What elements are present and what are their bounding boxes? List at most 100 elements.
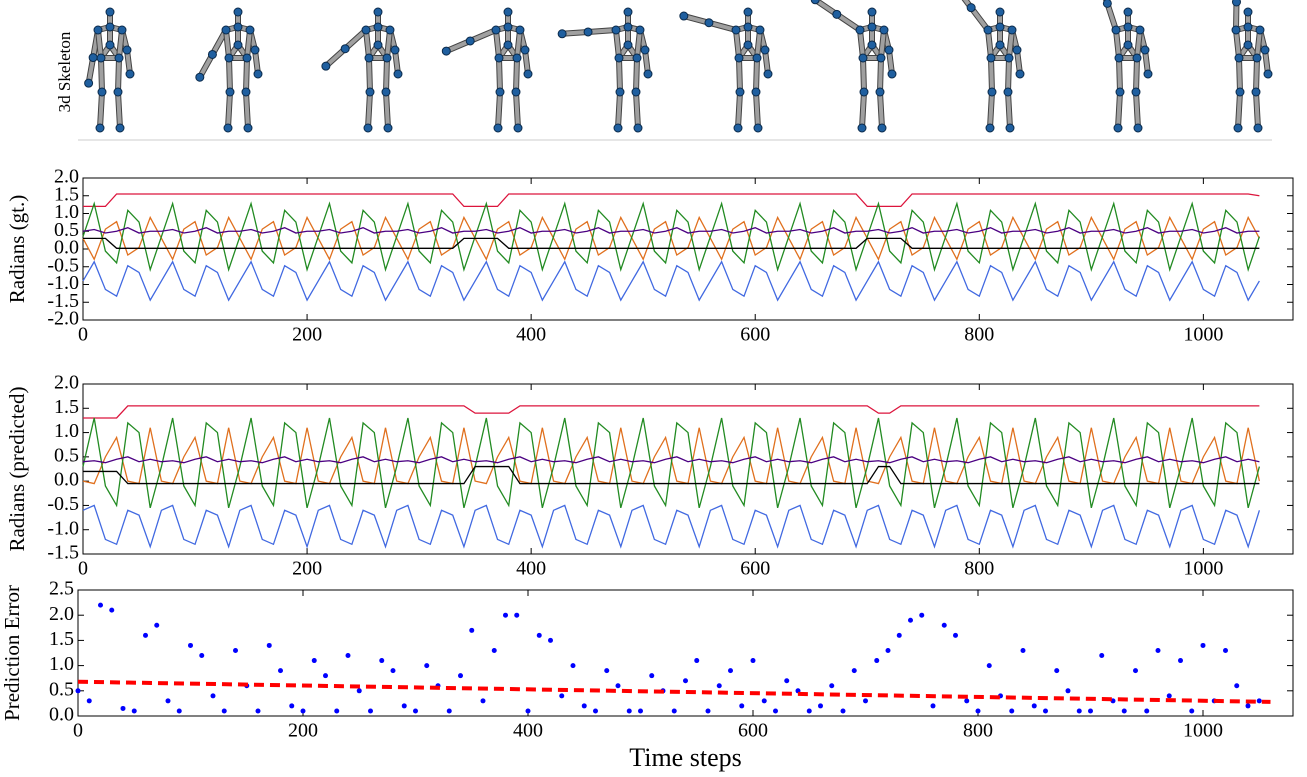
joint (753, 123, 763, 133)
series-line (82, 456, 1260, 464)
scatter-point (773, 708, 778, 714)
scatter-point (368, 708, 373, 714)
x-tick-label: 400 (516, 558, 546, 580)
bone (634, 56, 639, 94)
bone (514, 56, 519, 94)
scatter-point (919, 612, 925, 618)
scatter-point (1121, 708, 1127, 714)
joint (751, 87, 761, 97)
joint (1111, 25, 1121, 35)
joint (512, 53, 522, 63)
joint (493, 123, 503, 133)
scatter-point (390, 668, 396, 674)
scatter-point (1054, 668, 1060, 674)
joint (122, 45, 132, 55)
x-axis-label: Time steps (629, 743, 741, 772)
bone (1006, 90, 1012, 130)
joint (114, 53, 124, 63)
joint (633, 123, 643, 133)
x-tick-label: 1000 (1183, 558, 1223, 580)
x-tick-label: 800 (964, 558, 994, 580)
bone (116, 56, 121, 94)
series-line (83, 237, 1260, 249)
joint (735, 87, 745, 97)
bone (514, 90, 520, 130)
joint (995, 40, 1005, 50)
scatter-point (615, 683, 621, 689)
joint (250, 45, 260, 55)
joint (1004, 53, 1014, 63)
joint (995, 7, 1005, 17)
scatter-point (1031, 703, 1037, 709)
scatter-point (840, 708, 846, 714)
joint (381, 87, 391, 97)
joint (495, 87, 505, 97)
bone (586, 28, 618, 34)
joint (105, 22, 115, 32)
trend-line (77, 679, 1271, 704)
joint (233, 40, 243, 50)
joint (224, 53, 234, 63)
joint (84, 78, 94, 88)
scatter-point (896, 632, 902, 638)
joint (1015, 69, 1025, 79)
series-line (83, 405, 1260, 419)
bone (860, 90, 866, 130)
scatter-point (559, 693, 565, 699)
joint (115, 123, 125, 133)
scatter-point (953, 632, 958, 638)
joint (635, 25, 645, 35)
scatter-point (829, 683, 835, 689)
bone (468, 28, 498, 43)
y-axis-label: Radians (predicted) (5, 386, 29, 551)
y-tick-label: 1.5 (54, 396, 79, 418)
scatter-point (649, 673, 655, 679)
bone (117, 28, 124, 60)
y-tick-label: 1.0 (49, 653, 74, 675)
x-tick-label: 0 (73, 720, 83, 742)
joint (1263, 69, 1273, 79)
joint (887, 69, 897, 79)
joint (125, 69, 135, 79)
joint (1243, 22, 1253, 32)
bone (969, 5, 990, 32)
y-tick-label: -1.5 (47, 542, 79, 564)
scatter-point (638, 708, 643, 714)
joint (986, 53, 996, 63)
bone (244, 90, 250, 130)
series-line (82, 227, 1260, 234)
bone (385, 28, 392, 60)
scatter-point (1245, 703, 1251, 709)
scatter-point (784, 678, 790, 684)
bone (878, 56, 883, 94)
scatter-point (604, 668, 610, 674)
joint (364, 53, 374, 63)
joint (1114, 53, 1124, 63)
joint (221, 25, 231, 35)
scatter-point (716, 683, 722, 689)
x-tick-label: 0 (78, 324, 88, 346)
bone (878, 90, 884, 130)
joint (97, 87, 107, 97)
joint (879, 25, 889, 35)
scatter-point (548, 637, 553, 643)
scatter-point (1144, 708, 1150, 714)
x-tick-label: 400 (516, 324, 546, 346)
scatter-point (705, 708, 711, 714)
joint (1143, 69, 1153, 79)
joint (1243, 40, 1253, 50)
joint (983, 25, 993, 35)
joint (1260, 45, 1270, 55)
bone (497, 56, 502, 94)
scatter-point (761, 698, 767, 704)
y-tick-label: 1.0 (54, 420, 79, 442)
joint (995, 22, 1005, 32)
scatter-point (503, 612, 508, 618)
bone (1116, 90, 1122, 130)
y-tick-label: 0.5 (54, 219, 79, 241)
joint (832, 9, 842, 19)
y-axis-label: Radians (gt.) (5, 195, 29, 303)
joint (1123, 7, 1133, 17)
bone (1117, 56, 1122, 94)
joint (1135, 25, 1145, 35)
